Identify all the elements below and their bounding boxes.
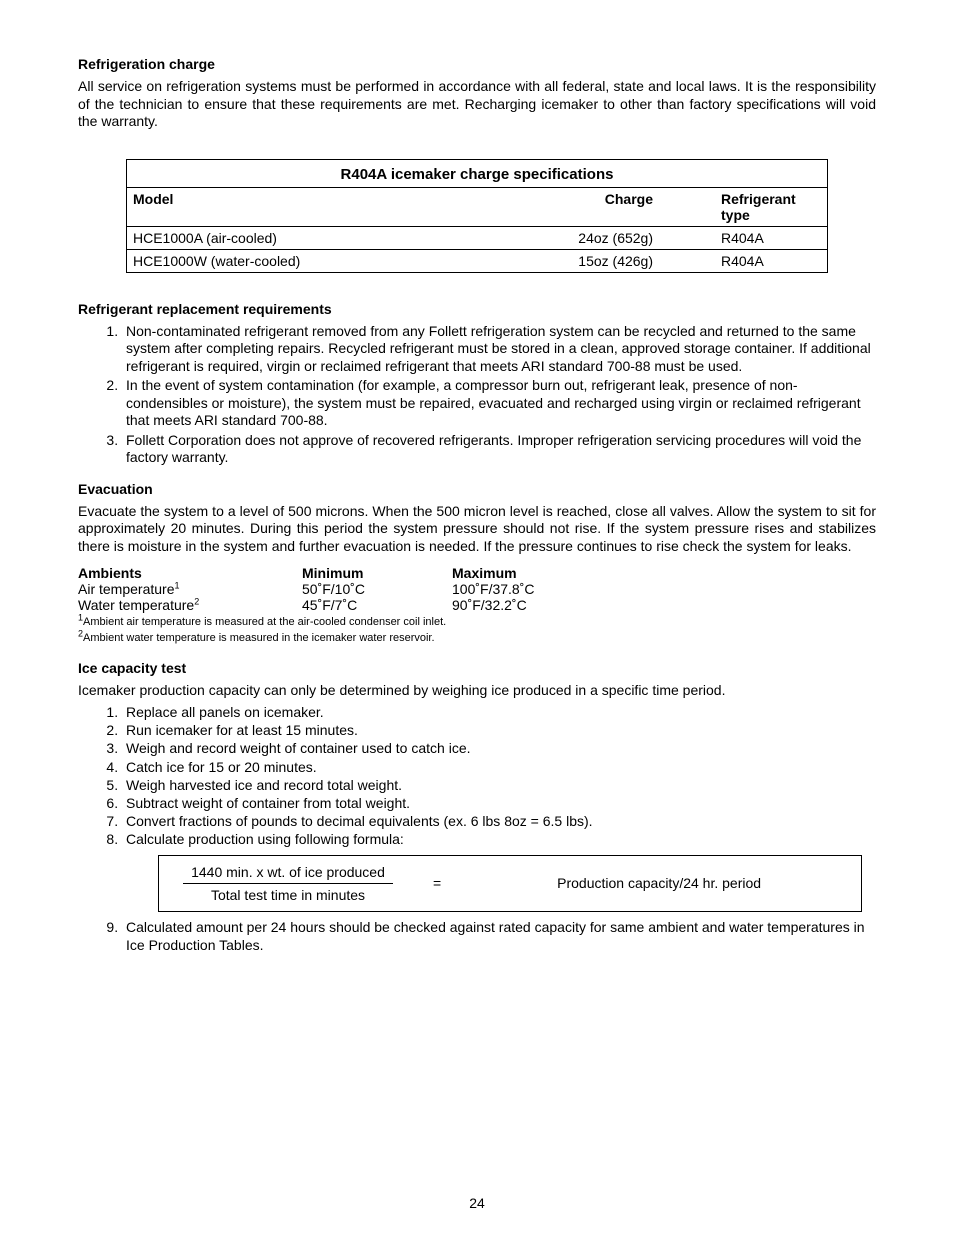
spec-cell-type: R404A <box>693 253 821 269</box>
page: Refrigeration charge All service on refr… <box>0 0 954 1235</box>
formula-result: Production capacity/24 hr. period <box>481 875 837 891</box>
replacement-title: Refrigerant replacement requirements <box>78 301 876 317</box>
list-item: Calculated amount per 24 hours should be… <box>122 918 876 954</box>
list-item: In the event of system contamination (fo… <box>122 377 876 430</box>
evacuation-title: Evacuation <box>78 481 876 497</box>
ambients-h2: Minimum <box>302 565 452 581</box>
refrigeration-charge-body: All service on refrigeration systems mus… <box>78 78 876 131</box>
spec-cell-type: R404A <box>693 230 821 246</box>
spec-cell-charge: 24oz (652g) <box>523 230 693 246</box>
ambients-table: Ambients Minimum Maximum Air temperature… <box>78 565 876 613</box>
ambients-row: Water temperature2 45˚F/7˚C 90˚F/32.2˚C <box>78 597 876 613</box>
list-item: Run icemaker for at least 15 minutes. <box>122 721 876 739</box>
list-item: Calculate production using following for… <box>122 830 876 848</box>
spec-table: R404A icemaker charge specifications Mod… <box>126 159 828 273</box>
refrigeration-charge-title: Refrigeration charge <box>78 56 876 72</box>
list-item: Non-contaminated refrigerant removed fro… <box>122 323 876 376</box>
formula-wrap: 1440 min. x wt. of ice produced Total te… <box>78 855 876 912</box>
list-item: Subtract weight of container from total … <box>122 794 876 812</box>
ambients-label: Air temperature1 <box>78 581 302 597</box>
formula-denominator: Total test time in minutes <box>203 884 373 903</box>
spec-header-type: Refrigerant type <box>693 191 821 223</box>
list-item: Weigh and record weight of container use… <box>122 739 876 757</box>
footnote: 1Ambient air temperature is measured at … <box>78 615 876 629</box>
spec-cell-model: HCE1000A (air-cooled) <box>133 230 523 246</box>
ice-steps-cont: Calculated amount per 24 hours should be… <box>78 918 876 954</box>
ambients-min: 50˚F/10˚C <box>302 581 452 597</box>
ice-steps: Replace all panels on icemaker. Run icem… <box>78 703 876 849</box>
spec-table-title: R404A icemaker charge specifications <box>127 160 827 187</box>
formula-equals: = <box>393 875 481 891</box>
list-item: Catch ice for 15 or 20 minutes. <box>122 758 876 776</box>
spec-cell-charge: 15oz (426g) <box>523 253 693 269</box>
footnote: 2Ambient water temperature is measured i… <box>78 631 876 645</box>
ambients-max: 100˚F/37.8˚C <box>452 581 876 597</box>
ambients-row: Air temperature1 50˚F/10˚C 100˚F/37.8˚C <box>78 581 876 597</box>
page-number: 24 <box>0 1195 954 1211</box>
spec-header-row: Model Charge Refrigerant type <box>127 187 827 226</box>
ambients-header: Ambients Minimum Maximum <box>78 565 876 581</box>
formula-box: 1440 min. x wt. of ice produced Total te… <box>158 855 862 912</box>
list-item: Replace all panels on icemaker. <box>122 703 876 721</box>
spec-header-model: Model <box>133 191 523 223</box>
ice-test-intro: Icemaker production capacity can only be… <box>78 682 876 700</box>
list-item: Weigh harvested ice and record total wei… <box>122 776 876 794</box>
list-item: Follett Corporation does not approve of … <box>122 432 876 467</box>
list-item: Convert fractions of pounds to decimal e… <box>122 812 876 830</box>
table-row: HCE1000A (air-cooled) 24oz (652g) R404A <box>127 226 827 249</box>
ambients-max: 90˚F/32.2˚C <box>452 597 876 613</box>
ambients-h3: Maximum <box>452 565 876 581</box>
spec-header-charge: Charge <box>523 191 693 223</box>
ice-test-title: Ice capacity test <box>78 660 876 676</box>
ambients-min: 45˚F/7˚C <box>302 597 452 613</box>
formula-numerator: 1440 min. x wt. of ice produced <box>183 864 393 883</box>
replacement-list: Non-contaminated refrigerant removed fro… <box>78 323 876 467</box>
spec-cell-model: HCE1000W (water-cooled) <box>133 253 523 269</box>
ambients-label: Water temperature2 <box>78 597 302 613</box>
formula-fraction: 1440 min. x wt. of ice produced Total te… <box>183 864 393 903</box>
table-row: HCE1000W (water-cooled) 15oz (426g) R404… <box>127 249 827 272</box>
evacuation-body: Evacuate the system to a level of 500 mi… <box>78 503 876 556</box>
ambients-h1: Ambients <box>78 565 302 581</box>
